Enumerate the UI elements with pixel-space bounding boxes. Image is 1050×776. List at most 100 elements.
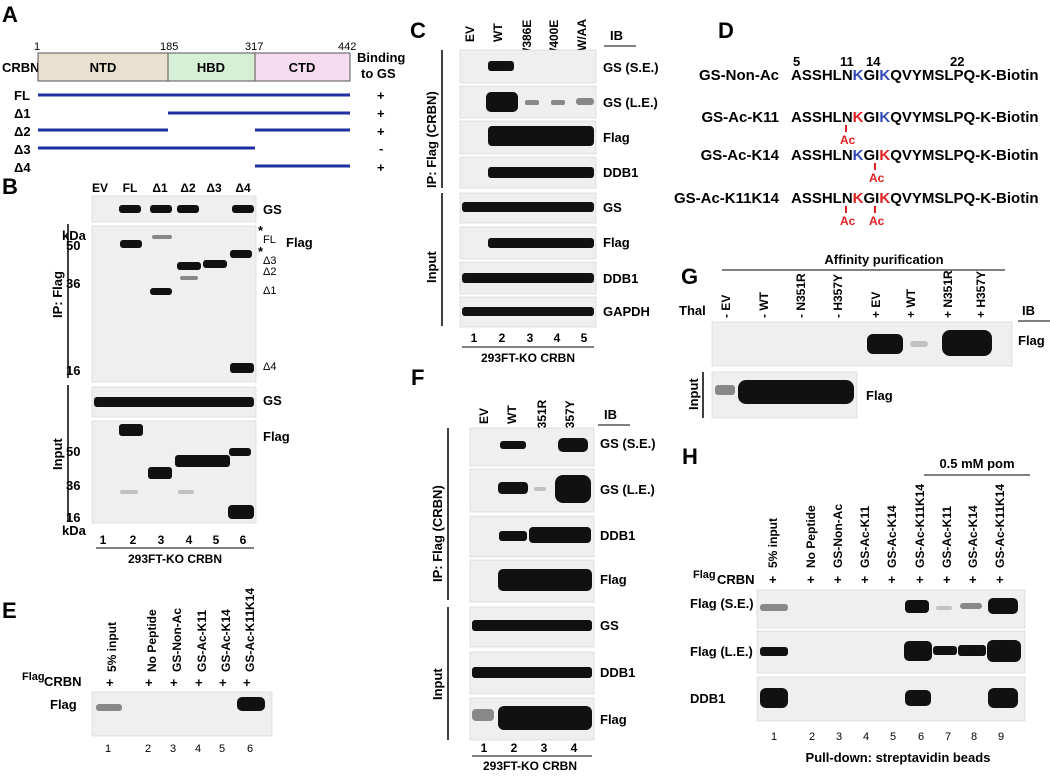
band [148,467,172,479]
f-lane-wt: WT [505,405,519,424]
band [910,341,928,347]
band [905,600,929,613]
b-lane-num-5: 5 [213,533,220,547]
h-lane-number: 4 [863,731,869,743]
e-lane-input: 5% input [105,622,119,672]
b-mw-16: 16 [66,363,80,378]
e-plus-3: + [170,675,178,690]
band [230,363,254,373]
b-label-flag-input: Flag [263,429,290,444]
band [120,490,138,494]
c-label-gs-le: GS (L.E.) [603,95,658,110]
e-lane-nopep: No Peptide [145,609,159,672]
e-lane-num-1: 1 [105,743,111,755]
c-lane-num-5: 5 [581,331,588,345]
e-plus-5: + [219,675,227,690]
band [203,260,227,268]
g-lane-label: - EV [719,295,733,318]
band [551,100,565,105]
panel-e-letter: E [2,598,17,623]
h-pom: 0.5 mM pom [939,456,1014,471]
g-lane-label: + N351R [941,270,955,318]
position-185: 185 [160,41,178,53]
e-lane-num-6: 6 [247,743,253,755]
band [555,475,591,503]
e-lane-k11: GS-Ac-K11 [195,610,209,672]
band [178,490,194,494]
ctd-domain [254,52,351,82]
c-lane-ywaa: YW/AA [575,19,589,59]
e-lane-num-4: 4 [195,743,201,755]
band [96,704,122,711]
f-label-gs-input: GS [600,618,619,633]
b-input-label: Input [50,438,65,470]
e-lane-nonac: GS-Non-Ac [170,608,184,672]
band [958,645,986,656]
c-lane-w386e: W386E [520,20,534,59]
b-lane-num-2: 2 [130,533,137,547]
d-seq-part: ASSHLN [791,147,853,164]
panel-g-letter: G [681,264,698,289]
d-acetyl-label: Ac [840,133,856,147]
d-seq-part: GI [864,109,880,126]
band [498,706,592,730]
b-label-flag-ip: Flag [286,235,313,250]
band [988,598,1018,614]
band [120,240,142,248]
d-lysine-14: K [879,67,890,84]
band [229,448,251,456]
panel-a: A 1 185 317 442 CRBN NTD HBD CTD Binding… [2,2,405,175]
h-lane-number: 7 [945,731,951,743]
construct-fl: FL [14,88,30,103]
band [867,334,903,354]
h-label-flag-se: Flag (S.E.) [690,596,754,611]
c-label-gapdh: GAPDH [603,304,650,319]
band [150,288,172,295]
h-lane-number: 6 [918,731,924,743]
band [499,531,527,541]
panel-f-letter: F [411,365,424,390]
b-mark-fl: FL [263,234,276,246]
h-lane-number: 5 [890,731,896,743]
panel-h: H 0.5 mM pom Flag CRBN Flag (S.E.) Flag … [682,444,1030,765]
f-label-flag-ip: Flag [600,572,627,587]
f-label-gs-le: GS (L.E.) [600,482,655,497]
e-plus-6: + [243,675,251,690]
g-ib: IB [1022,303,1035,318]
d-lysine-14: K [879,109,890,126]
c-label-flag-ip: Flag [603,130,630,145]
h-lane-number: 2 [809,731,815,743]
h-lane-label: GS-Ac-K14 [966,505,980,568]
g-lane-label: - WT [757,291,771,318]
h-lane-label: GS-Ac-K11 [858,506,872,568]
panel-h-letter: H [682,444,698,469]
f-lane-ev: EV [477,408,491,424]
c-lane-num-3: 3 [527,331,534,345]
band [988,688,1018,708]
d-peptide-sequence: ASSHLNKGIKQVYMSLPQ-K-Biotin [791,147,1039,164]
band [175,455,230,467]
band [498,482,528,494]
band [558,438,588,452]
band [462,307,594,316]
h-blot-flag-se [756,589,1026,629]
band [472,709,494,721]
d-seq-part: QVYMSLPQ-K-Biotin [890,147,1038,164]
position-1: 1 [34,41,40,53]
e-plus-1: + [106,675,114,690]
band [488,238,594,248]
h-pulldown: Pull-down: streptavidin beads [806,750,991,765]
f-label-gs-se: GS (S.E.) [600,436,656,451]
crbn-label: CRBN [2,60,40,75]
band [933,646,957,655]
e-lane-k14: GS-Ac-K14 [219,609,233,672]
construct-d1: Δ1 [14,106,31,121]
h-plus: + [943,572,951,587]
d-peptide-sequence: ASSHLNKGIKQVYMSLPQ-K-Biotin [791,67,1039,84]
h-label-flag-le: Flag (L.E.) [690,644,753,659]
g-lane-labels: - EV - WT - N351R - H357Y + EV + WT + N351R + H… [719,270,988,318]
g-lane-label: - H357Y [831,274,845,318]
construct-d2: Δ2 [14,124,31,139]
binding-fl: + [377,88,385,103]
